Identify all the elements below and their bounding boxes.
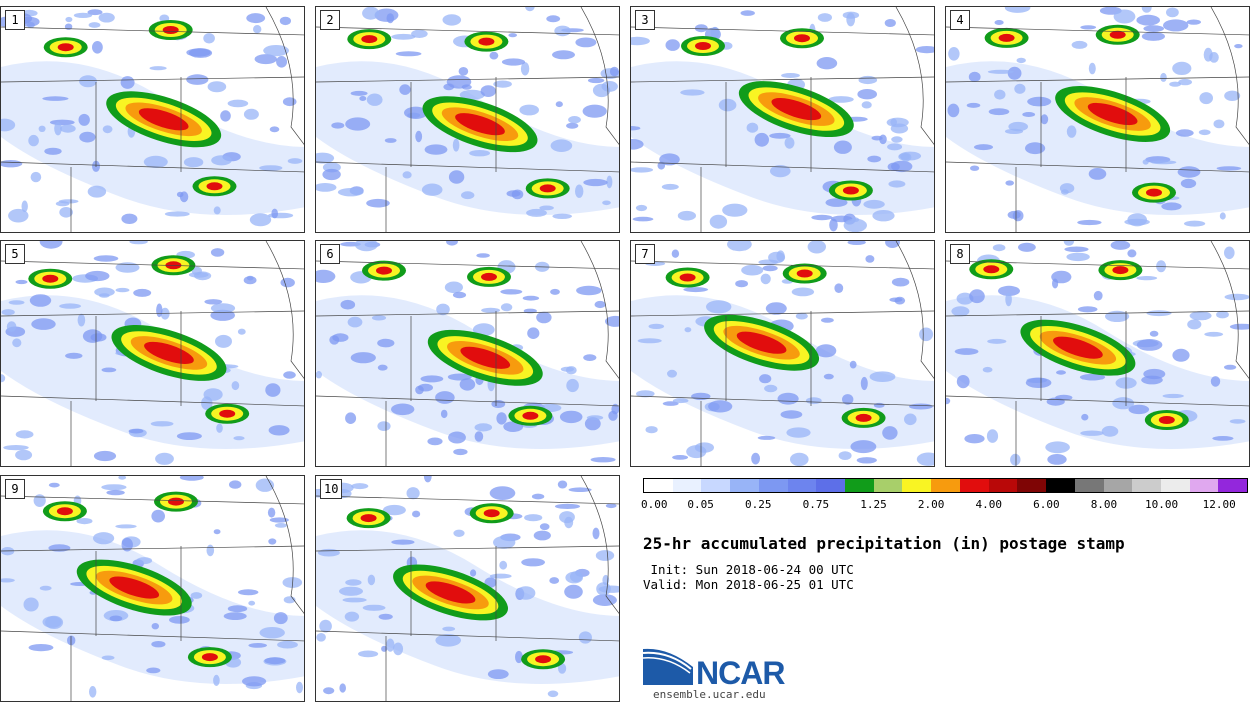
precip-map	[1, 241, 304, 466]
colorbar-swatch	[701, 479, 731, 492]
colorbar-swatch	[1074, 479, 1104, 492]
valid-time: Valid: Mon 2018-06-25 01 UTC	[643, 577, 854, 592]
colorbar-swatch	[902, 479, 932, 492]
colorbar-tick-label: 8.00	[1090, 498, 1118, 511]
ensemble-member-panel: 6	[315, 240, 620, 467]
colorbar-swatch	[787, 479, 817, 492]
colorbar-tick-label: 0.25	[744, 498, 772, 511]
panel-number-label: 1	[5, 10, 25, 30]
ncar-logo-text: NCAR	[696, 655, 785, 691]
colorbar-swatch	[758, 479, 788, 492]
colorbar-swatch	[1046, 479, 1075, 492]
ensemble-member-panel: 2	[315, 6, 620, 233]
colorbar-swatch	[730, 479, 759, 492]
colorbar-swatch	[845, 479, 874, 492]
colorbar-swatch	[672, 479, 702, 492]
colorbar-tick-label: 6.00	[1033, 498, 1060, 511]
panel-number-label: 10	[320, 479, 343, 499]
ensemble-member-panel: 9	[0, 475, 305, 702]
panel-number-label: 3	[635, 10, 655, 30]
colorbar-swatch	[931, 479, 960, 492]
colorbar-swatch	[1160, 479, 1190, 492]
colorbar-swatch	[1189, 479, 1219, 492]
colorbar-swatch	[1132, 479, 1161, 492]
figure-title: 25-hr accumulated precipitation (in) pos…	[643, 534, 1125, 553]
ensemble-member-panel: 8	[945, 240, 1250, 467]
ensemble-member-panel: 10	[315, 475, 620, 702]
colorbar-tick-label: 12.00	[1202, 498, 1236, 511]
ensemble-member-panel: 1	[0, 6, 305, 233]
precip-map	[946, 7, 1249, 232]
precip-map	[316, 241, 619, 466]
panel-number-label: 7	[635, 244, 655, 264]
precip-map	[631, 7, 934, 232]
colorbar-tick-label: 1.25	[860, 498, 887, 511]
ncar-url: ensemble.ucar.edu	[653, 688, 766, 701]
precip-map	[316, 476, 619, 701]
colorbar-swatch	[988, 479, 1018, 492]
colorbar-tick-label: 0.05	[687, 498, 714, 511]
colorbar-tick-label: 0.75	[802, 498, 830, 511]
colorbar-tick-label: 10.00	[1145, 498, 1179, 511]
ncar-logo-icon	[643, 648, 693, 685]
colorbar-swatch	[1218, 479, 1248, 492]
precip-map	[1, 476, 304, 701]
init-time: Init: Sun 2018-06-24 00 UTC	[643, 562, 854, 577]
precip-map	[316, 7, 619, 232]
colorbar-swatch	[816, 479, 846, 492]
precip-map	[946, 241, 1249, 466]
panel-number-label: 2	[320, 10, 340, 30]
colorbar-tick-label: 2.00	[917, 498, 945, 511]
colorbar-swatch	[1103, 479, 1133, 492]
panel-number-label: 5	[5, 244, 25, 264]
colorbar-swatch	[1017, 479, 1047, 492]
colorbar-swatch	[873, 479, 903, 492]
precip-map	[631, 241, 934, 466]
panel-number-label: 8	[950, 244, 970, 264]
precip-map	[1, 7, 304, 232]
ensemble-member-panel: 4	[945, 6, 1250, 233]
colorbar-swatch	[959, 479, 989, 492]
panel-number-label: 4	[950, 10, 970, 30]
panel-number-label: 6	[320, 244, 340, 264]
ensemble-member-panel: 3	[630, 6, 935, 233]
ensemble-member-panel: 5	[0, 240, 305, 467]
panel-number-label: 9	[5, 479, 25, 499]
colorbar-tick-label: 0.00	[641, 498, 668, 511]
colorbar-tick-label: 4.00	[975, 498, 1002, 511]
colorbar-swatch	[644, 479, 673, 492]
ensemble-member-panel: 7	[630, 240, 935, 467]
precip-colorbar	[643, 478, 1248, 493]
